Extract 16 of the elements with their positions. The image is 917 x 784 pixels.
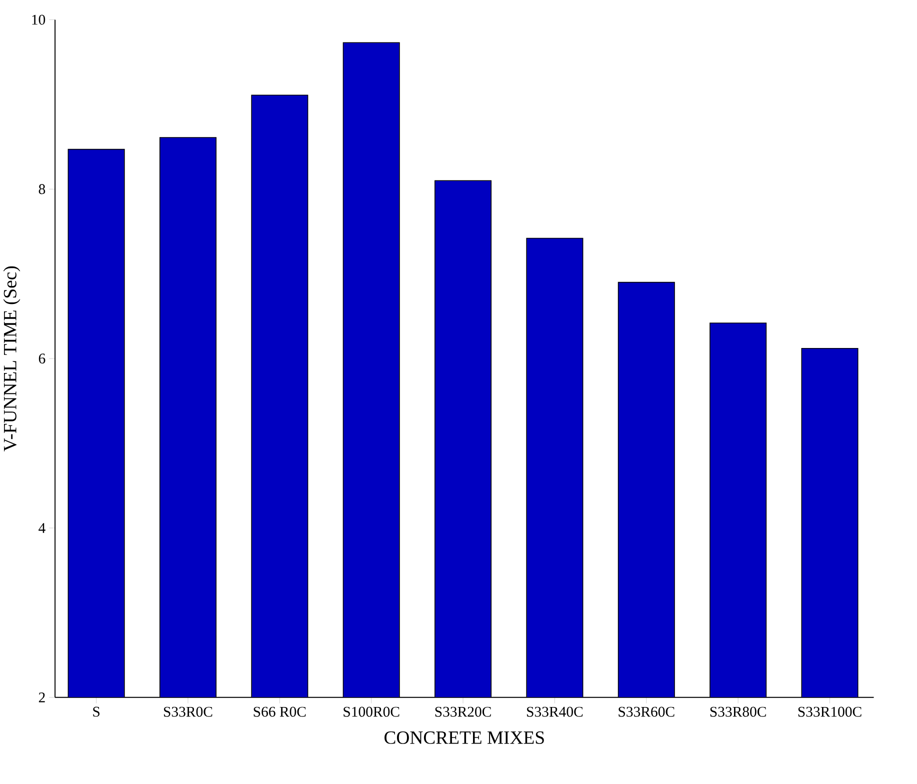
y-tick-label: 2 <box>38 692 45 702</box>
y-tick-label: 4 <box>38 523 46 533</box>
y-axis-title: V-FUNNEL TIME (Sec) <box>3 266 20 452</box>
x-tick-label: S33R20C <box>435 706 491 717</box>
x-tick-label: S <box>93 706 100 717</box>
x-tick-label: S33R100C <box>798 706 862 717</box>
x-tick-label: S100R0C <box>344 706 400 717</box>
x-tick-label: S33R80C <box>710 706 766 717</box>
y-tick-label: 6 <box>38 354 46 364</box>
x-tick-label: S66 R0C <box>254 706 306 717</box>
x-tick-label: S33R60C <box>618 706 674 717</box>
x-tick-label: S33R40C <box>527 706 583 717</box>
y-tick-label: 10 <box>32 14 46 25</box>
y-tick-label: 8 <box>38 184 46 194</box>
x-tick-label: S33R0C <box>164 706 212 717</box>
x-axis-title: CONCRETE MIXES <box>384 731 544 744</box>
